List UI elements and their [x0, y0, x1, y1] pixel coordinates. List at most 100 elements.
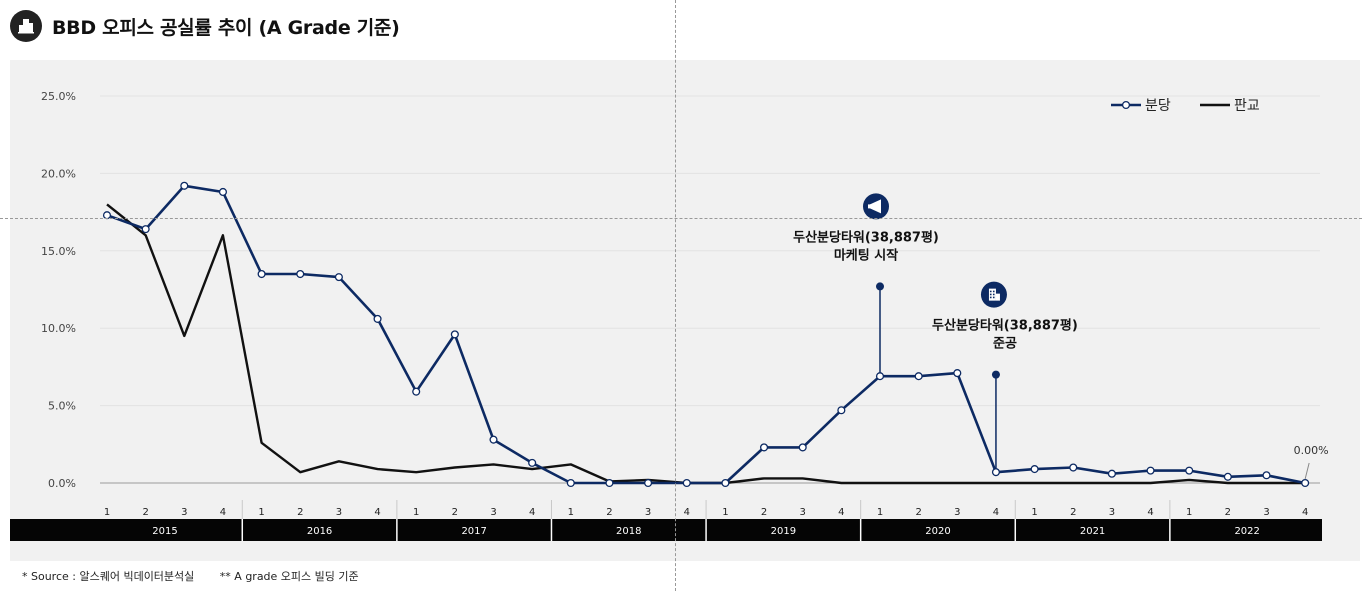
- annotation-label: 두산분당타워(38,887평): [793, 229, 939, 245]
- year-label: 2021: [1080, 526, 1105, 537]
- x-tick-label: 3: [645, 507, 651, 518]
- year-label: 2019: [771, 526, 796, 537]
- annotation-dot: [876, 282, 884, 291]
- building-shape: [995, 293, 1000, 301]
- footnote: * Source : 알스퀘어 빅데이터분석실 ** A grade 오피스 빌…: [22, 568, 381, 584]
- building-window: [992, 290, 995, 293]
- building-window: [992, 293, 995, 296]
- series-point: [489, 435, 498, 444]
- x-tick-label: 3: [800, 507, 806, 518]
- legend-marker: [1121, 100, 1131, 110]
- series-line-bundang: [106, 184, 1306, 485]
- series-point: [875, 372, 885, 381]
- year-label: 2020: [925, 526, 950, 537]
- building-window: [989, 290, 992, 293]
- x-tick-label: 3: [1263, 507, 1269, 518]
- x-tick-label: 2: [297, 507, 303, 518]
- annotation-label: 마케팅 시작: [834, 247, 898, 263]
- x-tick-label: 3: [336, 507, 342, 518]
- x-tick-label: 1: [1031, 507, 1037, 518]
- series-point: [257, 269, 266, 279]
- series-point: [1146, 466, 1155, 475]
- series-point: [759, 443, 769, 452]
- x-tick-label: 4: [684, 507, 690, 518]
- chart-panel: 0.0% 5.0% 10.0% 15.0% 20.0% 25.0% 1 2 3 4 1 2 3 4 1 2 3 4…: [10, 60, 1360, 561]
- page-title: BBD 오피스 공실률 추이 (A Grade 기준): [52, 16, 400, 39]
- building-icon: [10, 10, 42, 42]
- horizontal-guide-line: [0, 218, 1362, 219]
- year-label: 2017: [461, 526, 486, 537]
- x-tick-label: 2: [606, 507, 612, 518]
- series-point: [1301, 478, 1310, 488]
- y-tick-label: 15.0%: [41, 245, 76, 258]
- series-point: [528, 458, 537, 467]
- series-point: [721, 478, 730, 488]
- series-point: [605, 478, 614, 488]
- legend-label: 판교: [1234, 98, 1260, 114]
- grade-note: ** A grade 오피스 빌딩 기준: [219, 570, 359, 583]
- series-point: [798, 443, 807, 452]
- x-tick-label: 4: [838, 507, 844, 518]
- x-tick-label: 1: [413, 507, 419, 518]
- x-tick-label: 4: [374, 507, 380, 518]
- vertical-guide-line: [675, 0, 676, 591]
- year-label: 2018: [616, 526, 641, 537]
- end-value-label: 0.00%: [1294, 444, 1329, 457]
- annotation-dot: [991, 370, 1000, 379]
- x-tick-label: 3: [1109, 507, 1115, 518]
- x-tick-label: 1: [722, 507, 728, 518]
- series-point: [1185, 466, 1194, 475]
- x-tick-label: 3: [490, 507, 496, 518]
- end-label-leader: [1304, 462, 1310, 480]
- x-tick-label: 2: [1070, 507, 1076, 518]
- x-tick-label: 4: [1147, 507, 1153, 518]
- year-label: 2022: [1234, 526, 1259, 537]
- y-tick-label: 5.0%: [48, 400, 76, 413]
- year-label: 2015: [152, 526, 177, 537]
- series-point: [1262, 471, 1271, 480]
- page-header: BBD 오피스 공실률 추이 (A Grade 기준): [10, 8, 400, 44]
- series-point: [566, 478, 575, 488]
- series-point: [1107, 469, 1116, 478]
- x-tick-label: 2: [761, 507, 767, 518]
- x-tick-label: 1: [104, 507, 110, 518]
- building-window: [989, 296, 992, 299]
- series-point: [914, 372, 923, 381]
- annotation-label: 준공: [993, 337, 1017, 352]
- series-point: [682, 478, 691, 488]
- series-point: [1223, 472, 1232, 481]
- annotation-label: 두산분당타워(38,887평): [932, 318, 1078, 334]
- series-point: [644, 478, 653, 488]
- x-tick-label: 2: [142, 507, 148, 518]
- building-shape: [988, 288, 996, 301]
- series-point: [180, 181, 189, 190]
- megaphone-handle: [868, 204, 871, 209]
- series-point: [141, 225, 150, 234]
- building-window: [992, 296, 995, 299]
- series-point: [1030, 465, 1039, 474]
- x-tick-label: 2: [1225, 507, 1231, 518]
- megaphone-shape: [870, 199, 881, 214]
- x-tick-label: 4: [993, 507, 999, 518]
- series-point: [296, 269, 305, 279]
- x-tick-label: 1: [568, 507, 574, 518]
- year-label: 2016: [307, 526, 332, 537]
- series-point: [837, 406, 846, 415]
- x-tick-label: 2: [452, 507, 458, 518]
- x-tick-label: 4: [220, 507, 226, 518]
- x-tick-label: 1: [1186, 507, 1192, 518]
- series-point: [373, 314, 382, 323]
- series-point: [334, 273, 343, 282]
- x-tick-label: 1: [877, 507, 883, 518]
- series-point: [953, 369, 962, 378]
- building-window: [989, 293, 992, 296]
- series-point: [412, 387, 421, 396]
- x-tick-label: 3: [954, 507, 960, 518]
- source-note: * Source : 알스퀘어 빅데이터분석실: [22, 570, 195, 583]
- series-point: [218, 187, 228, 197]
- year-band: [10, 519, 1322, 541]
- series-point: [1069, 463, 1078, 472]
- x-tick-label: 3: [181, 507, 187, 518]
- y-tick-label: 0.0%: [48, 477, 76, 490]
- series-point: [991, 468, 1000, 477]
